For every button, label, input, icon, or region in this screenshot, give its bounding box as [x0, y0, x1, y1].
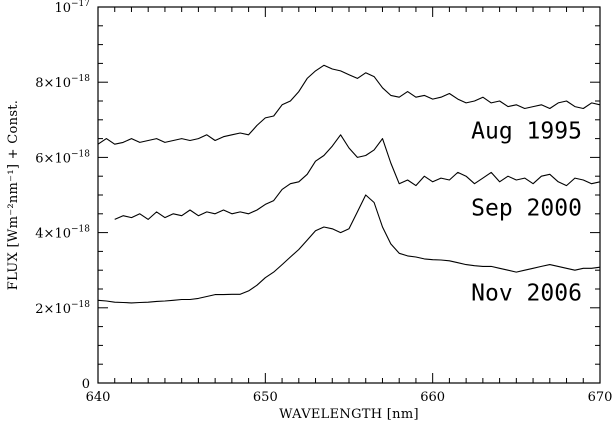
x-tick-label: 670 [588, 390, 613, 405]
series-line-sep-2000 [114, 134, 601, 220]
y-axis-title: FLUX [Wm⁻²nm⁻¹] + Const. [6, 100, 21, 291]
y-tick-label: 6×10−18 [35, 149, 90, 166]
series-label-nov-2006: Nov 2006 [471, 280, 582, 306]
tick-labels: 640 650 660 670 0 2×10−18 4×10−18 6×10−18 8×10−1… [35, 0, 612, 405]
y-tick-label: 0 [82, 377, 90, 392]
y-tick-label: 8×10−18 [35, 74, 90, 91]
x-tick-label: 640 [86, 390, 111, 405]
y-tick-label: 2×10−18 [35, 300, 90, 317]
x-axis-title: WAVELENGTH [nm] [279, 407, 419, 422]
series-line-nov-2006 [97, 194, 601, 304]
x-tick-label: 660 [420, 390, 445, 405]
series-line-aug-1995 [97, 64, 601, 145]
series-label-sep-2000: Sep 2000 [471, 196, 582, 222]
series-group: Aug 1995 Sep 2000 Nov 2006 [97, 64, 601, 306]
x-tick-label: 650 [253, 390, 278, 405]
y-tick-label: 4×10−18 [35, 225, 90, 242]
series-label-aug-1995: Aug 1995 [471, 119, 582, 145]
y-tick-label: 10−17 [54, 0, 90, 16]
axis-ticks [97, 6, 601, 384]
